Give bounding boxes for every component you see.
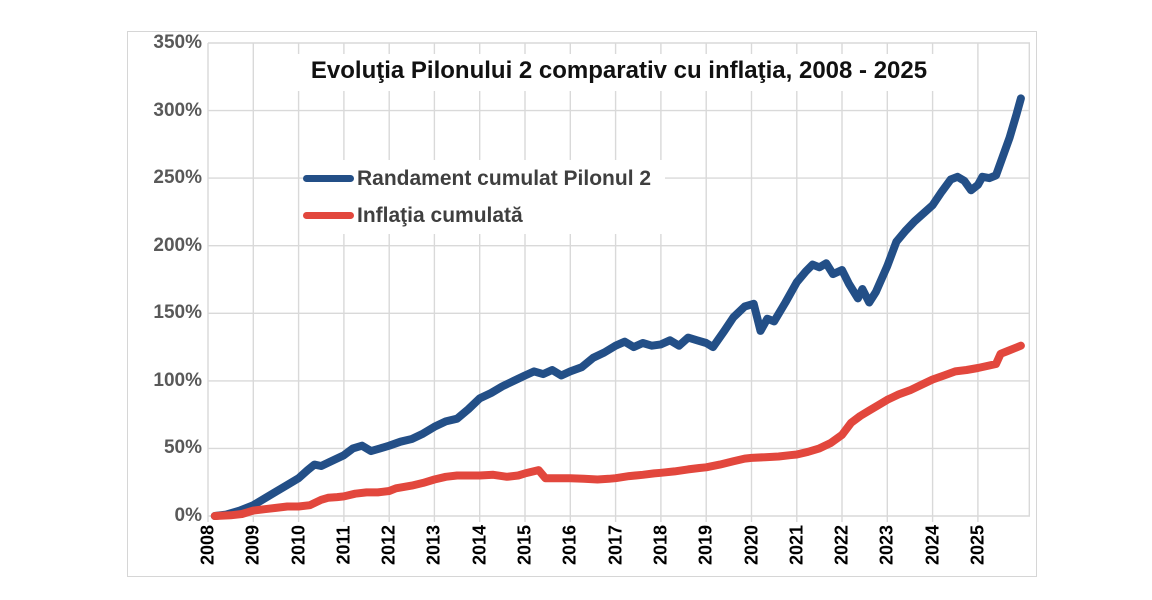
plot-area: Evoluţia Pilonului 2 comparativ cu infla… [207,42,1030,522]
x-tick-label: 2012 [378,524,399,566]
y-tick-label: 100% [153,369,202,391]
y-tick-label: 200% [153,234,202,256]
x-tick-label: 2024 [922,524,943,566]
gridlines [207,42,1030,522]
x-tick-label: 2011 [333,525,354,565]
legend-item-pilon2: Randament cumulat Pilonul 2 [303,160,651,197]
legend-label-inflatie: Inflaţia cumulată [357,203,523,227]
legend-swatch-pilon2-icon [303,175,354,182]
x-tick-label: 2020 [741,524,761,566]
x-tick-label: 2014 [469,524,490,566]
series-line-randament-pilon2 [210,94,1025,520]
x-tick-label: 2025 [967,524,988,566]
x-tick-label: 2017 [605,524,626,566]
chart-title: Evoluţia Pilonului 2 comparativ cu infla… [296,54,942,91]
x-tick-label: 2018 [650,524,671,566]
legend: Randament cumulat Pilonul 2 Inflaţia cum… [303,160,666,234]
x-tick-label: 2013 [423,524,444,566]
x-tick-label: 2010 [288,524,309,566]
x-tick-label: 2019 [695,524,716,566]
x-tick-label: 2023 [876,524,897,566]
y-tick-label: 250% [153,167,202,189]
x-tick-label: 2009 [242,524,263,566]
x-tick-label: 2022 [831,524,852,566]
x-tick-label: 2015 [514,524,535,566]
chart-frame: Evoluţia Pilonului 2 comparativ cu infla… [127,31,1037,577]
y-tick-label: 350% [153,32,202,53]
legend-label-pilon2: Randament cumulat Pilonul 2 [357,166,652,190]
y-tick-label: 50% [163,437,202,459]
x-tick-label: 2021 [786,524,807,566]
legend-swatch-inflatie-icon [303,212,354,219]
x-tick-label: 2016 [559,524,580,566]
y-tick-label: 150% [153,302,202,324]
plot-svg [207,42,1030,522]
y-tick-label: 300% [153,99,202,121]
chart-title-wrap: Evoluţia Pilonului 2 comparativ cu infla… [208,54,1030,91]
legend-item-inflatie: Inflaţia cumulată [303,197,651,234]
x-tick-label: 2008 [197,524,218,566]
y-tick-label: 0% [174,505,202,526]
series-line-inflatie [210,341,1025,520]
